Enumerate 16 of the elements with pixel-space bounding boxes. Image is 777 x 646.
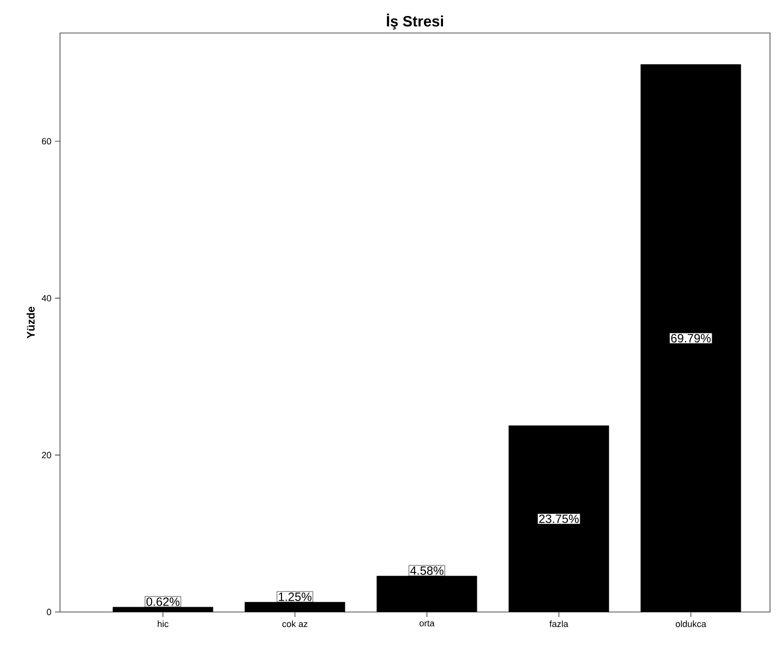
y-tick-label: 0 xyxy=(46,608,52,616)
data-label: 4.58% xyxy=(410,566,444,575)
y-axis-title: Yüzde xyxy=(26,306,35,338)
y-tick-label: 40 xyxy=(42,294,52,302)
data-label: 69.79% xyxy=(671,334,711,342)
data-label: 23.75% xyxy=(539,514,579,524)
x-tick-label: oldukca xyxy=(676,620,706,628)
data-label: 1.25% xyxy=(278,592,312,601)
y-tick-label: 20 xyxy=(42,452,52,458)
chart-title: İş Stresi xyxy=(386,14,444,30)
x-tick-label: fazla xyxy=(550,620,568,628)
x-tick-label: orta xyxy=(420,620,435,626)
data-label: 0.62% xyxy=(146,597,180,606)
y-tick-label: 60 xyxy=(42,138,52,144)
x-tick-label: hic xyxy=(158,620,168,628)
x-tick-label: cok az xyxy=(282,620,308,628)
